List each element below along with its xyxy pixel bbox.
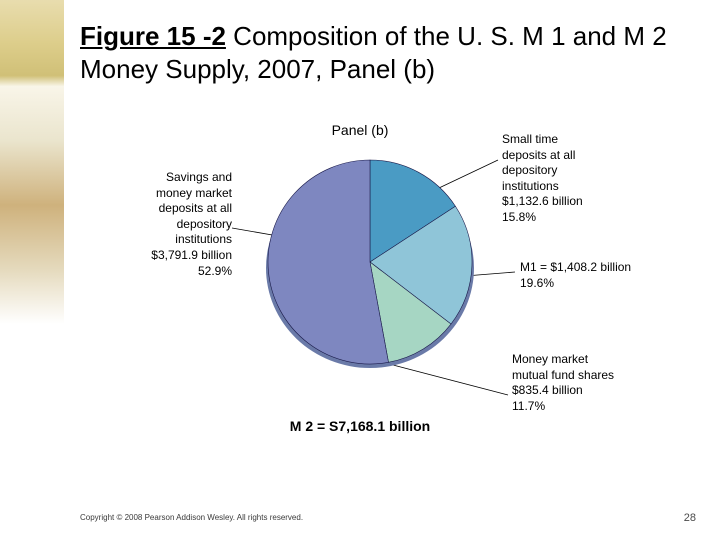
figure-title: Figure 15 -2 Composition of the U. S. M … xyxy=(80,20,680,85)
label-small-time: Small timedeposits at alldepositoryinsti… xyxy=(502,132,652,226)
slide: Figure 15 -2 Composition of the U. S. M … xyxy=(0,0,720,540)
total-line: M 2 = S7,168.1 billion xyxy=(0,418,720,434)
pie-slices xyxy=(268,160,472,364)
figure-number: Figure 15 -2 xyxy=(80,21,226,51)
pie-chart xyxy=(260,152,480,372)
label-mm-mutual: Money marketmutual fund shares$835.4 bil… xyxy=(512,352,682,414)
label-savings: Savings andmoney marketdeposits at allde… xyxy=(92,170,232,279)
label-m1: M1 = $1,408.2 billion19.6% xyxy=(520,260,690,291)
pie-svg xyxy=(260,152,480,372)
copyright: Copyright © 2008 Pearson Addison Wesley.… xyxy=(80,513,303,522)
decorative-left-strip xyxy=(0,0,64,540)
page-number: 28 xyxy=(684,512,696,524)
